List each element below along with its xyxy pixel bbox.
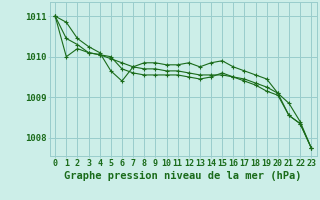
X-axis label: Graphe pression niveau de la mer (hPa): Graphe pression niveau de la mer (hPa) <box>64 171 302 181</box>
